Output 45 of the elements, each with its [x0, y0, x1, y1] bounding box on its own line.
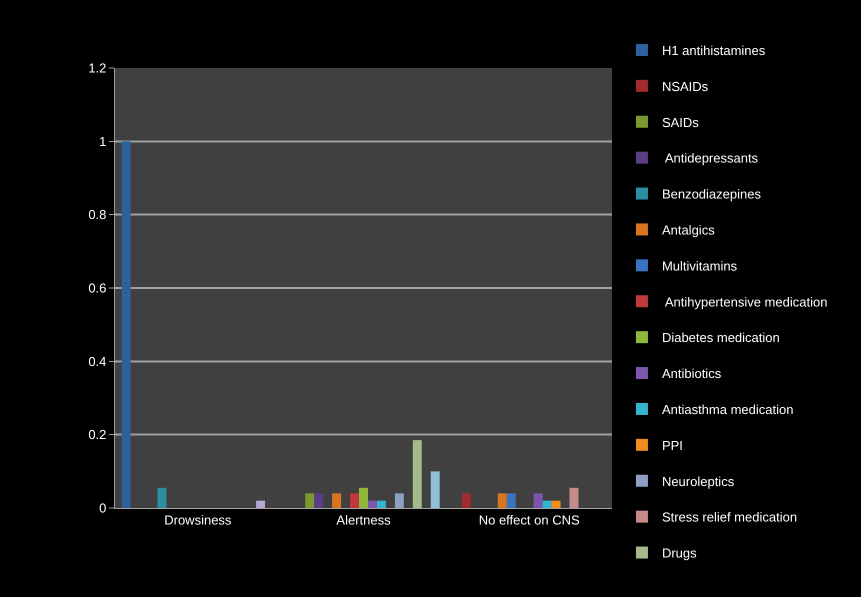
bar: [305, 493, 314, 508]
bar: [462, 493, 471, 508]
bar: [157, 488, 166, 508]
bar: [350, 493, 360, 508]
y-tick-label: 0.4: [88, 354, 106, 369]
x-tick-label: No effect on CNS: [478, 512, 580, 528]
bar: [376, 500, 386, 508]
legend-label: PPI: [662, 438, 683, 453]
y-tick-label: 1: [99, 134, 106, 149]
y-tick-label: 1.2: [88, 60, 106, 76]
bar: [359, 488, 368, 508]
bar: [412, 440, 422, 508]
legend-label: Diabetes medication: [662, 330, 780, 346]
legend-label: Antihypertensive medication: [662, 294, 828, 310]
y-tick-label: 0: [99, 500, 106, 516]
legend-label: Antibiotics: [662, 366, 722, 382]
x-tick-label: Alertness: [336, 512, 392, 528]
legend-label: Drugs: [662, 546, 698, 561]
bar: [314, 493, 324, 508]
bar: [394, 493, 404, 508]
legend-label: Neuroleptics: [662, 474, 735, 489]
y-tick-label: 0.6: [88, 280, 106, 296]
y-tick-label: 0.8: [88, 207, 106, 222]
legend-label: Antidepressants: [662, 150, 759, 166]
bar: [506, 493, 516, 508]
bar: [498, 493, 507, 508]
legend-label: Antalgics: [662, 222, 716, 238]
legend-label: H1 antihistamines: [662, 43, 766, 58]
bar: [534, 493, 543, 508]
bar: [122, 141, 131, 508]
x-tick-label: Drowsiness: [164, 512, 232, 528]
bar: [368, 500, 377, 508]
bar: [256, 500, 266, 508]
legend-label: Multivitamins: [662, 258, 738, 274]
bar: [552, 500, 561, 508]
y-tick-label: 0.2: [88, 427, 106, 442]
legend-label: Stress relief medication: [662, 510, 798, 525]
legend-label: SAIDs: [662, 114, 700, 130]
bar: [332, 493, 342, 508]
legend-label: Benzodiazepines: [662, 186, 762, 202]
bar: [430, 471, 440, 508]
bar: [542, 500, 552, 508]
bar: [570, 488, 578, 508]
legend-label: NSAIDs: [662, 78, 709, 94]
legend-label: Antiasthma medication: [662, 402, 794, 418]
